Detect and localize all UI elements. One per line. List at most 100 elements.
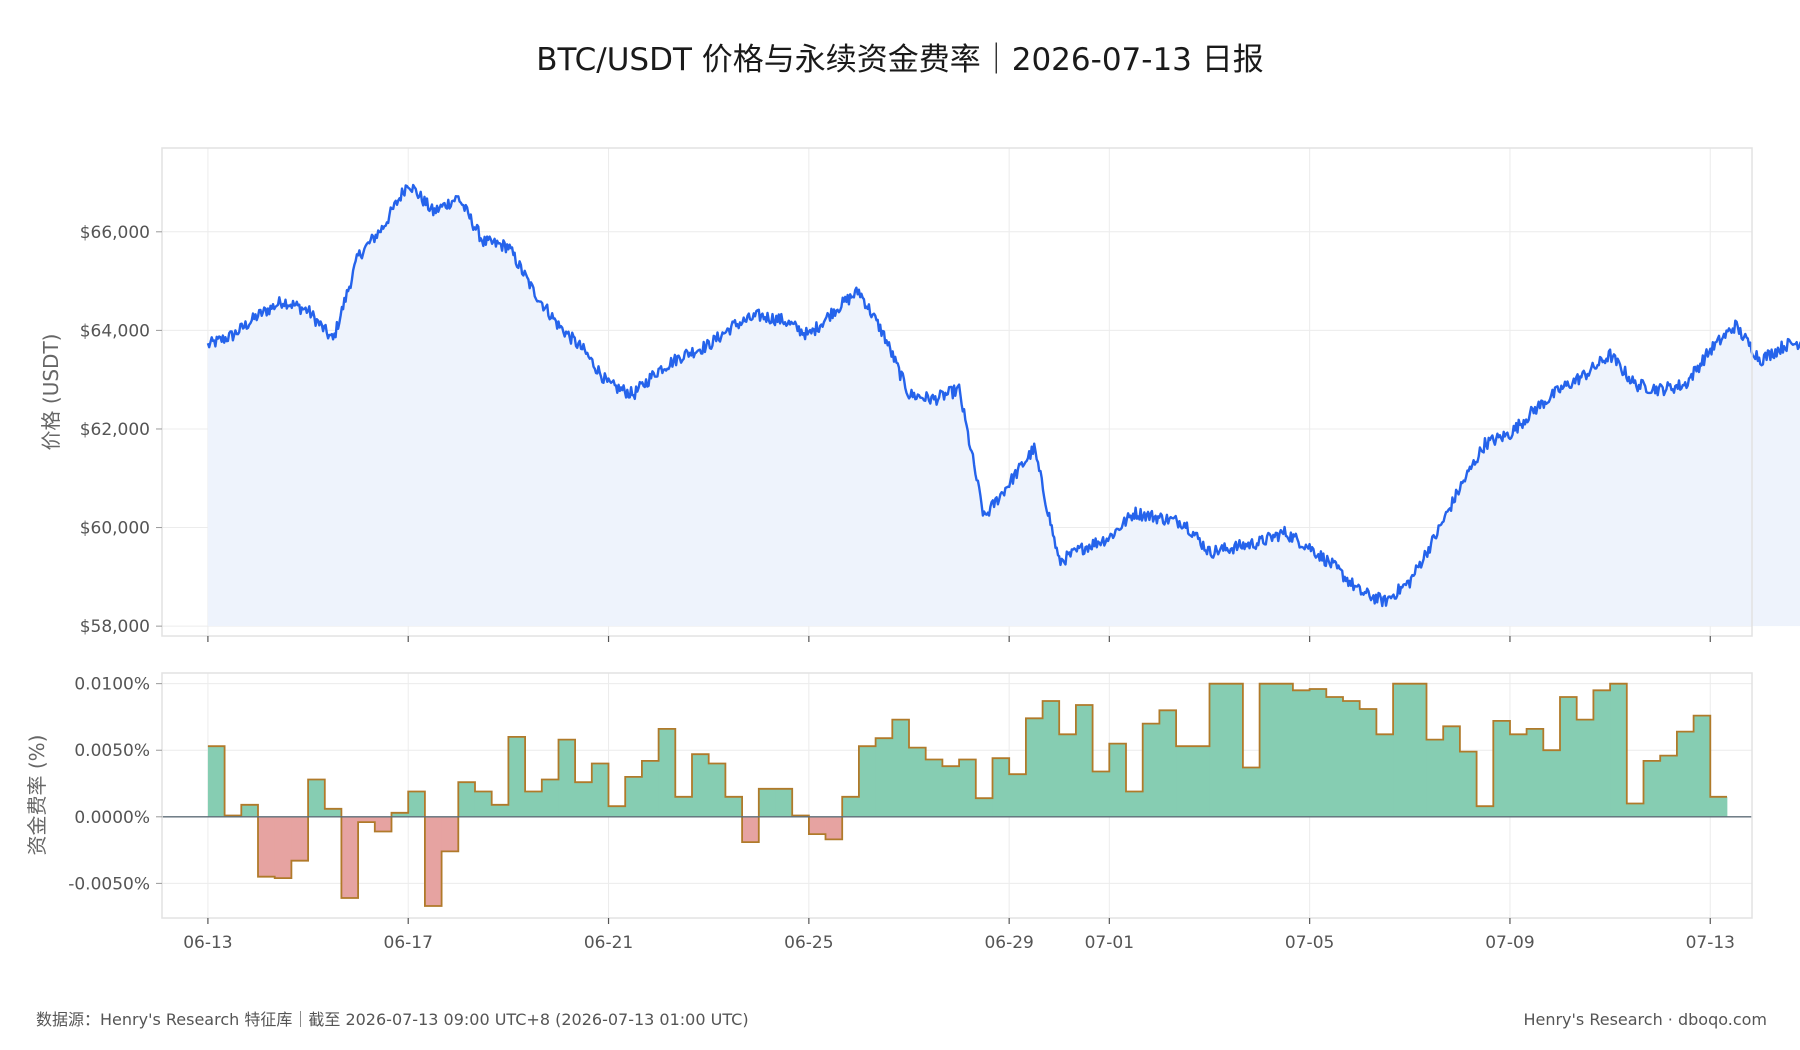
funding-bar-positive bbox=[1593, 690, 1611, 817]
funding-bar-positive bbox=[959, 759, 977, 817]
funding-bar-positive bbox=[1075, 704, 1094, 817]
funding-bar-positive bbox=[1042, 700, 1060, 817]
funding-bar-positive bbox=[1543, 750, 1561, 817]
price-y-tick-label: $58,000 bbox=[80, 617, 150, 637]
funding-bar-positive bbox=[758, 788, 776, 817]
funding-panel: -0.0050% 0.0000% 0.0050% 0.0100% 06-13 06-17… bbox=[25, 672, 1753, 953]
funding-bar-positive bbox=[658, 728, 676, 817]
funding-bar-positive bbox=[1142, 723, 1160, 817]
funding-bar-positive bbox=[1443, 726, 1461, 817]
funding-bar-negative bbox=[808, 816, 826, 835]
funding-bar-positive bbox=[1259, 683, 1277, 817]
funding-bar-positive bbox=[474, 791, 493, 817]
funding-bar-positive bbox=[458, 782, 476, 817]
price-y-tick-label: $66,000 bbox=[80, 223, 150, 243]
price-y-tick-label: $60,000 bbox=[80, 519, 150, 539]
funding-bar-negative bbox=[274, 816, 292, 879]
funding-bar-positive bbox=[1409, 683, 1427, 817]
funding-bar-positive bbox=[1376, 734, 1394, 817]
funding-bar-positive bbox=[1493, 720, 1511, 817]
footer-source: 数据源：Henry's Research 特征库｜截至 2026-07-13 0… bbox=[36, 1010, 749, 1029]
x-tick-label: 06-29 bbox=[984, 933, 1033, 953]
funding-bar-positive bbox=[1092, 771, 1110, 817]
funding-bar-positive bbox=[1326, 696, 1344, 817]
funding-bar-positive bbox=[692, 754, 710, 817]
funding-bar-positive bbox=[308, 779, 326, 817]
funding-bar-positive bbox=[725, 796, 743, 817]
funding-bar-positive bbox=[641, 760, 660, 817]
chart-title: BTC/USDT 价格与永续资金费率｜2026-07-13 日报 bbox=[536, 42, 1264, 78]
funding-bar-positive bbox=[558, 739, 576, 817]
funding-bar-negative bbox=[441, 816, 459, 852]
funding-bar-positive bbox=[1526, 728, 1544, 817]
funding-y-tick-label: 0.0100% bbox=[74, 675, 150, 695]
x-tick-label: 06-13 bbox=[183, 933, 232, 953]
funding-bar-positive bbox=[391, 812, 409, 817]
funding-bar-positive bbox=[207, 746, 225, 817]
price-panel-frame bbox=[161, 147, 1753, 637]
funding-y-axis: -0.0050% 0.0000% 0.0050% 0.0100% bbox=[68, 675, 162, 894]
funding-bar-positive bbox=[408, 791, 426, 817]
funding-bar-negative bbox=[358, 816, 376, 823]
funding-bar-positive bbox=[508, 736, 526, 817]
price-axis-title: 价格 (USDT) bbox=[39, 334, 63, 451]
funding-bar-positive bbox=[1292, 690, 1311, 817]
funding-bar-positive bbox=[324, 808, 342, 817]
funding-bars bbox=[207, 683, 1728, 907]
funding-bar-positive bbox=[909, 747, 927, 817]
price-panel: $58,000 $60,000 $62,000 $64,000 $66,000 价格 (… bbox=[39, 147, 1800, 642]
funding-bar-positive bbox=[675, 796, 693, 817]
funding-bar-positive bbox=[1626, 803, 1644, 817]
price-y-tick-label: $62,000 bbox=[80, 420, 150, 440]
funding-bar-positive bbox=[1710, 796, 1728, 817]
funding-bar-positive bbox=[1192, 746, 1210, 817]
price-area-fill bbox=[207, 185, 1800, 627]
funding-bar-positive bbox=[1209, 683, 1227, 817]
x-tick-label: 06-21 bbox=[584, 933, 633, 953]
funding-bar-positive bbox=[1393, 683, 1411, 817]
funding-bar-positive bbox=[1676, 731, 1694, 817]
funding-bar-positive bbox=[1276, 683, 1294, 817]
funding-bar-positive bbox=[1459, 751, 1477, 817]
funding-bar-positive bbox=[1009, 774, 1027, 817]
funding-bar-positive bbox=[1025, 718, 1043, 817]
funding-y-tick-label: 0.0000% bbox=[74, 808, 150, 828]
funding-bar-negative bbox=[825, 816, 843, 840]
funding-bar-positive bbox=[858, 746, 877, 817]
x-tick-label: 07-13 bbox=[1686, 933, 1735, 953]
price-x-tickmarks bbox=[207, 636, 1711, 642]
funding-x-axis: 06-13 06-17 06-21 06-25 06-29 07-01 07-05 07-09… bbox=[183, 918, 1735, 953]
funding-bar-positive bbox=[875, 738, 893, 817]
funding-step-outline bbox=[207, 682, 1727, 907]
funding-bar-negative bbox=[257, 816, 276, 877]
funding-y-tick-label: 0.0050% bbox=[74, 741, 150, 761]
x-tick-label: 06-25 bbox=[784, 933, 833, 953]
x-tick-label: 07-09 bbox=[1485, 933, 1534, 953]
price-y-axis: $58,000 $60,000 $62,000 $64,000 $66,000 bbox=[80, 223, 162, 637]
funding-bar-positive bbox=[708, 763, 726, 817]
funding-bar-positive bbox=[925, 759, 943, 817]
funding-bar-negative bbox=[742, 816, 760, 843]
funding-bar-positive bbox=[1693, 715, 1711, 817]
funding-bar-positive bbox=[1560, 696, 1578, 817]
funding-axis-title: 资金费率 (%) bbox=[25, 735, 49, 856]
funding-bar-positive bbox=[1643, 760, 1661, 817]
funding-bar-positive bbox=[1660, 755, 1678, 817]
x-tick-label: 07-01 bbox=[1085, 933, 1134, 953]
funding-bar-positive bbox=[1610, 683, 1628, 817]
funding-bar-positive bbox=[608, 806, 626, 817]
funding-panel-frame bbox=[161, 672, 1753, 919]
funding-y-tick-label: -0.0050% bbox=[68, 874, 150, 894]
funding-bar-positive bbox=[1509, 734, 1528, 817]
funding-bar-positive bbox=[1576, 719, 1594, 817]
funding-bar-positive bbox=[491, 804, 509, 817]
funding-bar-negative bbox=[291, 816, 309, 861]
funding-bar-positive bbox=[241, 804, 259, 817]
funding-bar-positive bbox=[1109, 743, 1127, 817]
funding-bar-positive bbox=[942, 766, 960, 817]
funding-bar-positive bbox=[525, 791, 543, 817]
funding-bar-positive bbox=[625, 776, 643, 817]
funding-bar-positive bbox=[575, 782, 593, 817]
funding-bar-positive bbox=[892, 719, 910, 817]
